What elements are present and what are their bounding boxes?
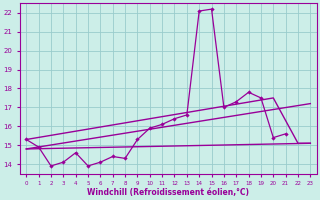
- X-axis label: Windchill (Refroidissement éolien,°C): Windchill (Refroidissement éolien,°C): [87, 188, 249, 197]
